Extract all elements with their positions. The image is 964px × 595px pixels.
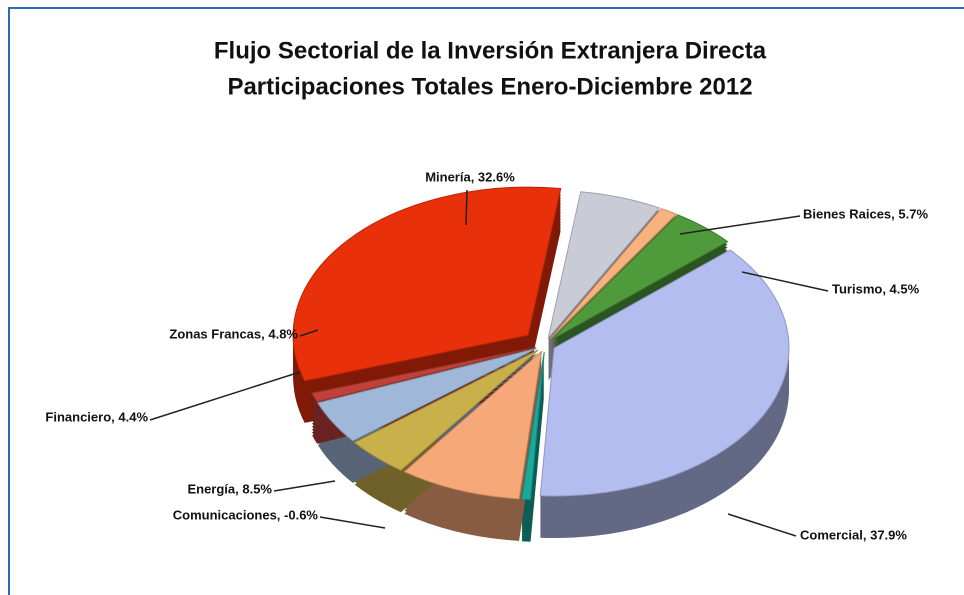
leader-line <box>149 371 301 421</box>
leader-line <box>319 516 386 529</box>
data-label: Financiero, 4.4% <box>45 409 148 424</box>
data-label: Bienes Raices, 5.7% <box>803 206 928 221</box>
chart-title: Flujo Sectorial de la Inversión Extranje… <box>214 37 767 64</box>
data-label: Turismo, 4.5% <box>832 281 920 296</box>
slice-tops <box>292 186 790 501</box>
slice <box>353 349 539 471</box>
leader-line <box>741 271 829 292</box>
slice <box>539 249 790 497</box>
data-label: Comunicaciones, -0.6% <box>173 507 319 522</box>
leader-line <box>727 513 797 537</box>
slice <box>521 351 545 501</box>
leader-line <box>465 189 468 226</box>
data-label: Zonas Francas, 4.8% <box>169 326 298 341</box>
data-label: Comercial, 37.9% <box>800 527 907 542</box>
slice <box>292 186 562 382</box>
leader-line <box>299 329 319 337</box>
slice <box>551 214 729 341</box>
slice <box>316 348 537 442</box>
data-label: Minería, 32.6% <box>425 169 515 184</box>
chart-subtitle: Participaciones Totales Enero-Diciembre … <box>227 73 752 100</box>
leader-line <box>273 480 336 492</box>
slice <box>311 346 536 403</box>
leader-line <box>679 215 801 235</box>
frame <box>8 7 964 595</box>
data-label: Energía, 8.5% <box>187 481 272 496</box>
slice <box>549 208 678 340</box>
slice <box>547 191 661 339</box>
slice <box>403 350 543 500</box>
